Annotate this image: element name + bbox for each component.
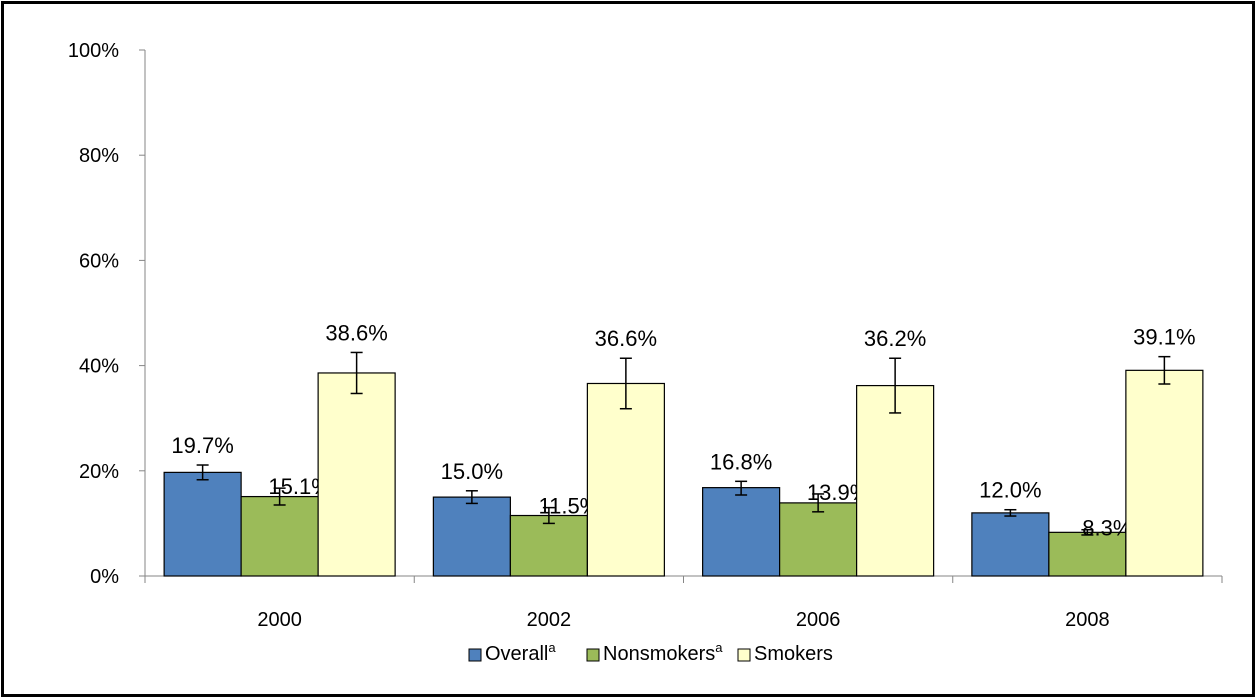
bar — [240, 495, 319, 577]
x-tick-label: 2002 — [527, 609, 572, 631]
bar — [1125, 369, 1204, 577]
bar — [1048, 531, 1127, 577]
legend-swatch — [737, 648, 751, 662]
data-label: 39.1% — [1133, 325, 1195, 350]
x-tick-label: 2000 — [257, 609, 302, 631]
legend-superscript: a — [715, 640, 723, 655]
bar — [779, 502, 858, 577]
bar — [856, 384, 935, 577]
y-tick-label: 80% — [79, 145, 119, 167]
data-label: 36.6% — [595, 326, 657, 351]
y-tick-label: 20% — [79, 461, 119, 483]
data-label: 8.3% — [1082, 516, 1132, 541]
y-tick-label: 0% — [90, 566, 119, 588]
bar — [432, 496, 511, 577]
y-tick-label: 60% — [79, 250, 119, 272]
legend-label: Nonsmokersa — [603, 640, 723, 665]
y-tick-label: 40% — [79, 356, 119, 378]
legend-label: Overalla — [485, 640, 556, 665]
data-label: 16.8% — [710, 449, 772, 474]
legend-swatch — [468, 648, 482, 662]
bar — [163, 471, 242, 577]
legend-label: Smokers — [754, 643, 833, 665]
bar — [586, 382, 665, 577]
bar — [702, 487, 781, 577]
y-tick-label: 100% — [68, 40, 119, 62]
data-label: 15.0% — [441, 459, 503, 484]
data-label: 12.0% — [979, 478, 1041, 503]
data-label: 38.6% — [325, 320, 387, 345]
data-label: 36.2% — [864, 326, 926, 351]
legend-superscript: a — [548, 640, 556, 655]
bar — [971, 512, 1050, 577]
x-tick-label: 2006 — [796, 609, 841, 631]
bar — [317, 372, 396, 577]
x-tick-label: 2008 — [1065, 609, 1110, 631]
legend-swatch — [586, 648, 600, 662]
data-label: 19.7% — [171, 433, 233, 458]
bar — [509, 514, 588, 577]
